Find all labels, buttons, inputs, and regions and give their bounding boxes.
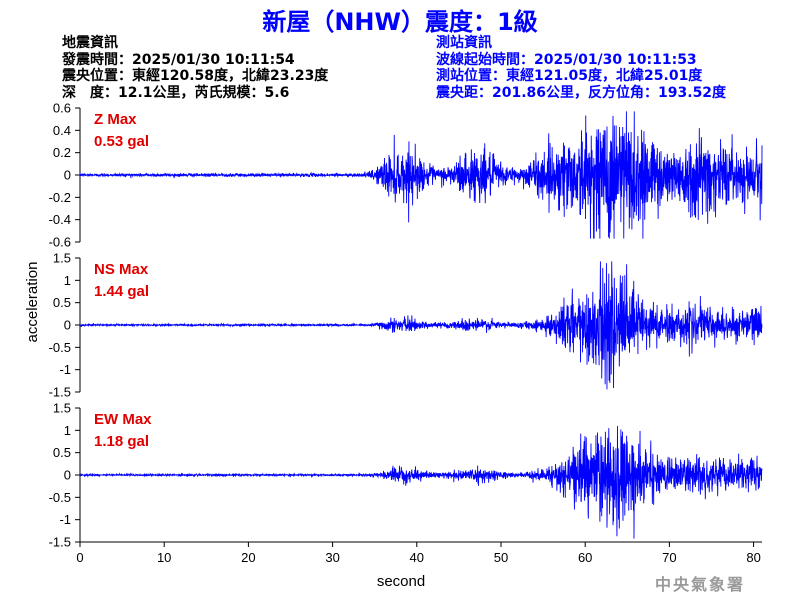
y-tick-label: 0.2	[53, 145, 71, 160]
y-tick-label: -1	[59, 512, 71, 527]
waveform-trace-ew	[79, 425, 763, 539]
earthquake-info: 地震資訊 發震時間：2025/01/30 10:11:54 震央位置：東經120…	[62, 35, 328, 101]
y-tick-label: -1.5	[49, 535, 71, 550]
station-location: 測站位置：東經121.05度，北緯25.01度	[436, 68, 703, 84]
x-tick-label: 30	[325, 550, 339, 565]
x-tick-label: 80	[746, 550, 760, 565]
depth-magnitude: 深 度：12.1公里，芮氏規模：5.6	[62, 84, 290, 101]
y-tick-label: 0.6	[53, 101, 71, 116]
epicenter: 震央位置：東經120.58度，北緯23.23度	[62, 68, 329, 84]
max-title: EW Max	[94, 411, 152, 428]
y-tick-label: -0.5	[49, 340, 71, 355]
waveform-trace-ns	[79, 261, 763, 390]
origin-time: 發震時間：2025/01/30 10:11:54	[62, 51, 295, 68]
y-tick-label: -1.5	[49, 385, 71, 400]
y-tick-label: -1	[59, 362, 71, 377]
y-tick-label: 0.5	[53, 295, 71, 310]
panel-z: 0.6 0.4 0.2 0 -0.2 -0.4 -0.6 Z Max 0.53 gal	[49, 101, 763, 250]
max-title: Z Max	[94, 111, 137, 128]
wave-start-time: 波線起始時間：2025/01/30 10:11:53	[436, 51, 697, 68]
y-tick-label: 1	[64, 273, 71, 288]
panel-ns: 1.5 1 0.5 0 -0.5 -1 -1.5 NS Max 1.44 gal	[49, 251, 763, 400]
earthquake-info-heading: 地震資訊	[62, 35, 118, 51]
seismogram-panels: 0.6 0.4 0.2 0 -0.2 -0.4 -0.6 Z Max 0.53 gal 1.5 1 0…	[49, 101, 763, 550]
y-tick-label: 0	[64, 318, 71, 333]
max-value: 0.53 gal	[94, 133, 149, 150]
x-axis-label: second	[377, 573, 425, 590]
y-tick-label: 0	[64, 468, 71, 483]
epicentral-distance: 震央距：201.86公里，反方位角：193.52度	[436, 84, 727, 101]
y-tick-label: 0.4	[53, 123, 71, 138]
y-tick-label: -0.4	[49, 212, 71, 227]
agency-credit: 中央氣象署	[654, 575, 745, 594]
y-tick-label: -0.6	[49, 235, 71, 250]
y-tick-label: 1.5	[53, 251, 71, 266]
x-tick-label: 20	[241, 550, 255, 565]
panel-ew: 1.5 1 0.5 0 -0.5 -1 -1.5 EW Max 1.18 gal	[49, 401, 763, 550]
page-title: 新屋（NHW）震度：1級	[262, 8, 538, 36]
x-tick-label: 10	[157, 550, 171, 565]
x-tick-label: 70	[662, 550, 676, 565]
x-tick-label: 40	[410, 550, 424, 565]
y-tick-label: 0	[64, 168, 71, 183]
y-axis-label: acceleration	[24, 262, 41, 343]
x-tick-label: 60	[578, 550, 592, 565]
max-title: NS Max	[94, 261, 149, 278]
station-info-heading: 測站資訊	[436, 35, 492, 51]
y-tick-label: -0.2	[49, 190, 71, 205]
y-tick-label: 1	[64, 423, 71, 438]
y-tick-label: 0.5	[53, 445, 71, 460]
y-tick-label: -0.5	[49, 490, 71, 505]
x-tick-label: 0	[76, 550, 83, 565]
y-tick-label: 1.5	[53, 401, 71, 416]
x-tick-label: 50	[494, 550, 508, 565]
x-axis: 0 10 20 30 40 50 60 70 80	[76, 541, 762, 565]
station-info: 測站資訊 波線起始時間：2025/01/30 10:11:53 測站位置：東經1…	[436, 35, 726, 101]
max-value: 1.18 gal	[94, 433, 149, 450]
waveform-trace-z	[79, 111, 763, 239]
max-value: 1.44 gal	[94, 283, 149, 300]
